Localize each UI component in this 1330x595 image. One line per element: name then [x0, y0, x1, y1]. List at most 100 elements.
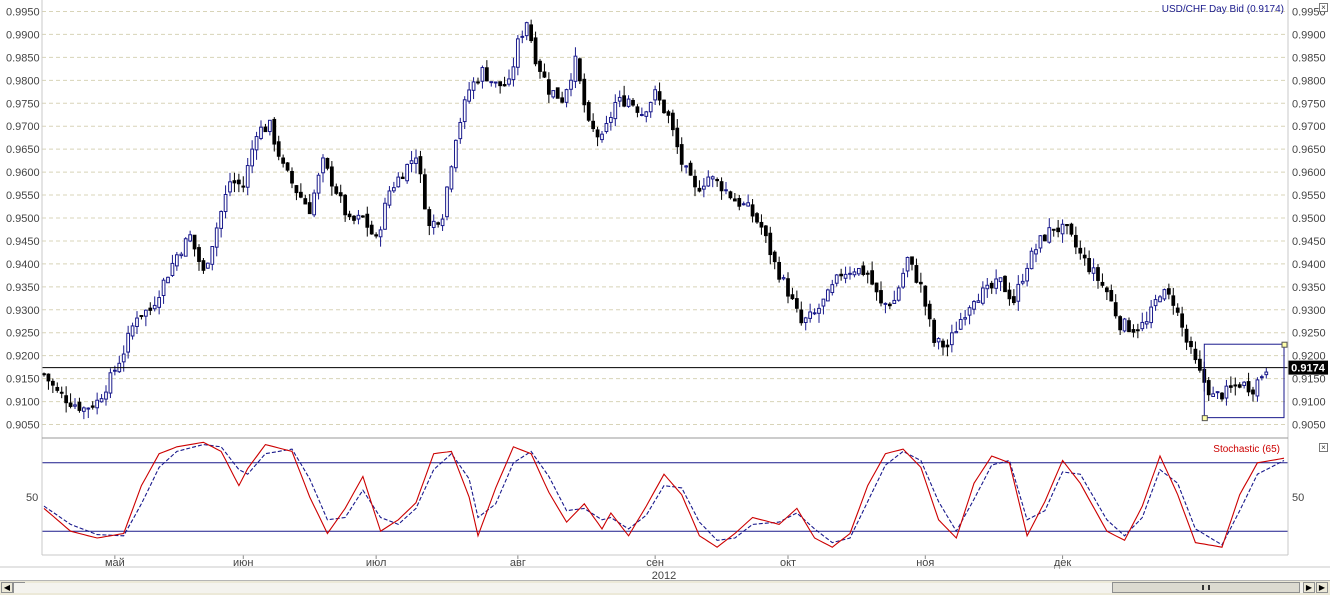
- y-tick-label-left: 0.9650: [6, 144, 40, 156]
- candle: [896, 285, 901, 302]
- candle: [1104, 286, 1109, 301]
- candle: [360, 215, 365, 219]
- horizontal-scrollbar[interactable]: ◀ ◀ ▶ ▶: [0, 580, 1330, 595]
- candle: [329, 161, 334, 196]
- scroll-right-button[interactable]: ▶: [1303, 582, 1315, 593]
- candle: [1264, 367, 1269, 379]
- candle: [949, 324, 954, 353]
- highlight-handle-top[interactable]: [1281, 341, 1288, 348]
- candle: [81, 406, 86, 420]
- scroll-first-button[interactable]: ◀: [1, 582, 13, 593]
- candle: [325, 157, 330, 171]
- candle: [1020, 273, 1025, 286]
- scroll-last-button[interactable]: ▶: [1316, 582, 1328, 593]
- candle: [334, 183, 339, 195]
- candle: [294, 184, 299, 201]
- candle: [99, 394, 104, 403]
- y-tick-label-right: 0.9300: [1292, 305, 1326, 317]
- candle: [1166, 283, 1171, 300]
- y-tick-label-left: 0.9450: [6, 236, 40, 248]
- candle: [95, 392, 100, 415]
- candle: [1007, 282, 1012, 306]
- candle: [870, 261, 875, 286]
- candle: [901, 268, 906, 289]
- candle: [963, 309, 968, 326]
- candle: [573, 47, 578, 89]
- candle: [1122, 317, 1127, 333]
- y-tick-label-left: 0.9250: [6, 328, 40, 340]
- candle: [369, 220, 374, 235]
- candle: [1158, 295, 1162, 303]
- candle: [458, 117, 463, 144]
- candle: [892, 290, 897, 304]
- candle: [817, 303, 821, 323]
- y-tick-label-right: 0.9250: [1292, 328, 1326, 340]
- candle: [741, 201, 746, 206]
- candle: [883, 302, 888, 314]
- candle: [1184, 324, 1189, 350]
- candle: [303, 194, 308, 205]
- candle: [887, 302, 892, 310]
- candle: [631, 97, 635, 107]
- candle: [679, 137, 684, 172]
- y-tick-label-right: 0.9950: [1292, 6, 1326, 18]
- y-tick-label-right: 0.9850: [1292, 52, 1326, 64]
- scroll-track[interactable]: [14, 583, 1304, 593]
- candle: [1060, 219, 1065, 243]
- close-stochastic-panel-icon[interactable]: ×: [1319, 443, 1328, 452]
- month-label: окт: [780, 557, 796, 569]
- candle: [675, 119, 680, 154]
- stochastic-lines: [43, 441, 1285, 548]
- candle: [42, 372, 46, 377]
- candle: [1034, 243, 1038, 263]
- candle: [976, 293, 981, 303]
- highlight-handle-bottom[interactable]: [1201, 415, 1208, 422]
- close-price-panel-icon[interactable]: ×: [1319, 3, 1328, 12]
- candle: [250, 140, 255, 174]
- scroll-thumb[interactable]: [1112, 582, 1300, 593]
- candle: [768, 226, 773, 265]
- candle: [1029, 247, 1034, 270]
- candle: [595, 126, 600, 147]
- candle: [604, 115, 609, 134]
- y-tick-label-right: 0.9550: [1292, 190, 1326, 202]
- candle: [564, 88, 569, 108]
- candle: [1113, 294, 1118, 319]
- candle: [405, 163, 410, 184]
- candle: [148, 302, 153, 316]
- candle: [391, 181, 396, 193]
- candle: [622, 85, 627, 108]
- candle: [958, 312, 963, 330]
- candle: [750, 199, 755, 223]
- candle: [830, 279, 835, 296]
- candle: [427, 206, 432, 236]
- candle: [529, 19, 534, 43]
- candle: [484, 60, 489, 82]
- candle: [1096, 263, 1100, 289]
- candle: [507, 69, 511, 87]
- candle: [662, 99, 666, 114]
- candle: [183, 237, 188, 257]
- candle: [201, 257, 206, 274]
- candle: [86, 407, 91, 419]
- candle: [126, 325, 131, 359]
- candle: [932, 317, 937, 347]
- candle: [613, 94, 618, 127]
- candle: [1259, 374, 1264, 381]
- candle: [821, 298, 826, 315]
- candle: [635, 104, 640, 118]
- candle: [409, 151, 414, 173]
- y-tick-label-right: 0.9750: [1292, 98, 1326, 110]
- candle: [839, 268, 844, 281]
- candle: [861, 261, 866, 277]
- candle: [1171, 287, 1176, 315]
- candle: [374, 232, 379, 239]
- highlight-rectangle[interactable]: [1203, 343, 1285, 419]
- month-label: июн: [233, 557, 253, 569]
- candle: [617, 90, 622, 108]
- candle: [684, 164, 689, 174]
- candle: [50, 378, 55, 394]
- candle: [560, 91, 565, 104]
- candle: [1189, 336, 1193, 354]
- candle: [498, 81, 503, 94]
